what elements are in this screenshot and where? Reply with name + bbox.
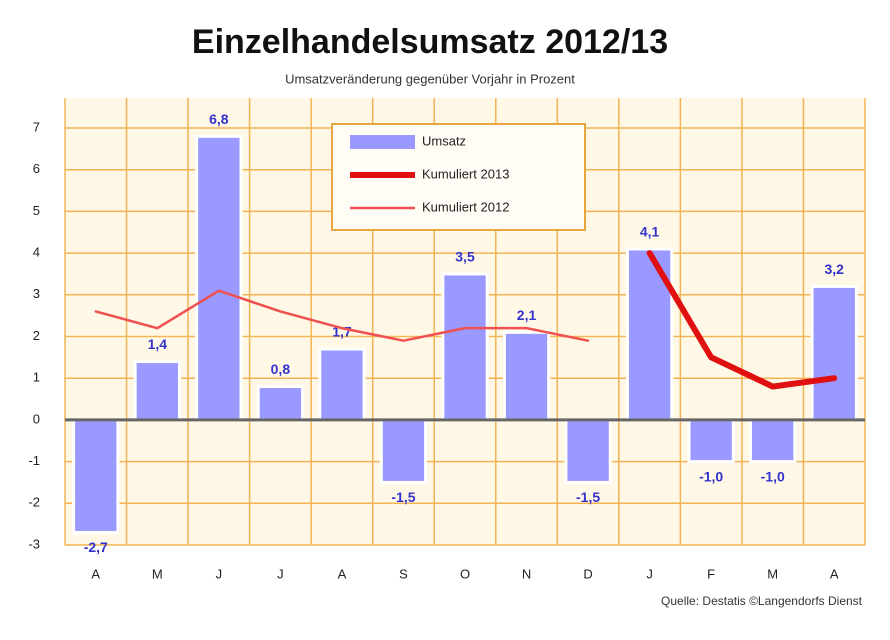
value-label: 3,2: [824, 261, 844, 277]
y-tick-label: 2: [33, 328, 40, 343]
x-tick-label: A: [338, 566, 347, 581]
value-label: -1,0: [699, 468, 723, 484]
bar: [379, 418, 428, 484]
x-tick-label: M: [767, 566, 778, 581]
legend-label: Umsatz: [422, 133, 466, 148]
value-label: 2,1: [517, 307, 537, 323]
x-tick-label: J: [216, 566, 223, 581]
x-tick-label: N: [522, 566, 531, 581]
value-label: -1,5: [576, 489, 600, 505]
y-tick-label: -3: [28, 536, 40, 551]
value-label: -1,5: [391, 489, 415, 505]
y-tick-label: 7: [33, 119, 40, 134]
x-tick-label: O: [460, 566, 470, 581]
x-tick-label: J: [277, 566, 284, 581]
x-tick-label: F: [707, 566, 715, 581]
legend: Umsatz Kumuliert 2013 Kumuliert 2012: [331, 123, 586, 231]
y-tick-label: 3: [33, 286, 40, 301]
value-label: 4,1: [640, 224, 660, 240]
y-tick-label: -2: [28, 495, 40, 510]
x-tick-label: S: [399, 566, 408, 581]
value-label: -2,7: [84, 539, 108, 555]
y-tick-label: 5: [33, 203, 40, 218]
bar: [133, 360, 181, 422]
value-label: 1,4: [148, 336, 168, 352]
value-label: 6,8: [209, 111, 229, 127]
legend-swatch: [350, 135, 415, 149]
bar: [564, 418, 612, 484]
x-tick-label: A: [91, 566, 100, 581]
line: [646, 250, 838, 390]
bar: [687, 418, 735, 464]
bar: [502, 330, 551, 422]
chart-subtitle: Umsatzveränderung gegenüber Vorjahr in P…: [285, 71, 575, 86]
bar: [810, 284, 858, 422]
value-label: 3,5: [455, 249, 475, 265]
x-tick-label: A: [830, 566, 839, 581]
bar: [195, 134, 243, 422]
bar: [318, 347, 366, 422]
bar: [72, 418, 120, 534]
bar: [441, 272, 489, 422]
bar: [749, 418, 797, 464]
x-tick-label: M: [152, 566, 163, 581]
value-label: -1,0: [761, 468, 785, 484]
legend-label: Kumuliert 2012: [422, 199, 509, 214]
chart-title: Einzelhandelsumsatz 2012/13: [192, 23, 668, 61]
legend-label: Kumuliert 2013: [422, 166, 509, 181]
x-tick-label: D: [583, 566, 592, 581]
x-tick-label: J: [646, 566, 653, 581]
y-tick-label: 4: [33, 245, 40, 260]
bar: [625, 247, 674, 422]
y-tick-label: 6: [33, 161, 40, 176]
y-tick-label: -1: [28, 453, 40, 468]
bar: [256, 385, 305, 422]
y-tick-label: 0: [33, 411, 40, 426]
line: [94, 289, 590, 342]
value-label: 0,8: [271, 361, 291, 377]
y-tick-label: 1: [33, 370, 40, 385]
source: Quelle: Destatis ©Langendorfs Dienst: [661, 594, 863, 608]
